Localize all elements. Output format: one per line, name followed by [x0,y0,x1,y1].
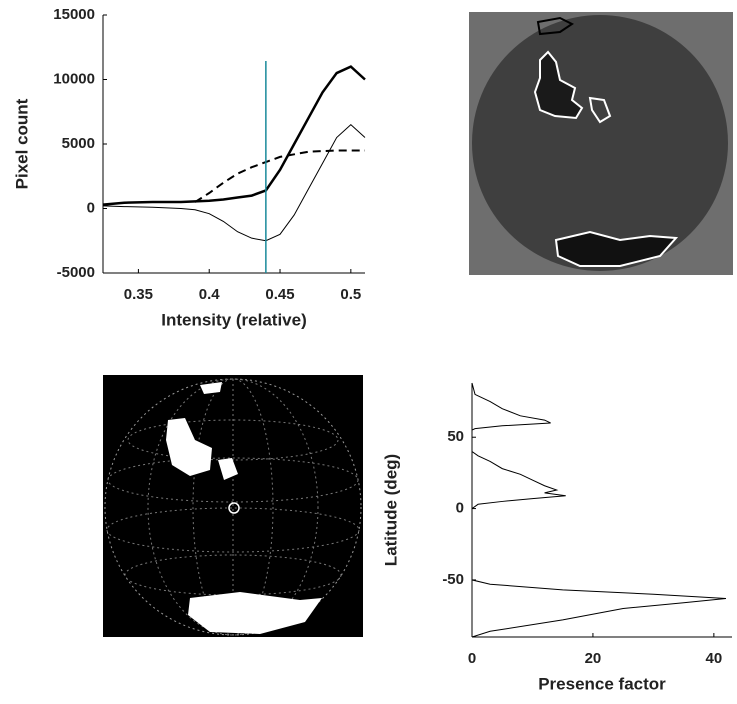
x-tick-label: 0.35 [124,286,153,303]
y-tick-label: -50 [442,571,464,588]
solar-disk [472,15,728,271]
sphere-image [103,375,363,637]
parallel [127,419,339,461]
patch [218,458,238,480]
y-tick-label: 0 [87,199,95,216]
x-tick-label: 0.45 [265,286,294,303]
data-line [194,149,365,203]
y-tick-label: -5000 [57,264,95,281]
data-line [102,123,366,242]
x-axis-label: Intensity (relative) [161,310,307,329]
x-tick-label: 0 [468,650,476,667]
x-tick-label: 0.4 [199,286,221,303]
parallel [124,554,342,596]
data-line [102,65,366,206]
x-tick-label: 40 [706,650,723,667]
x-axis-label: Presence factor [538,674,666,693]
patch [166,418,212,476]
patch [200,382,222,394]
y-tick-label: 5000 [62,135,95,152]
contour [536,16,574,36]
patch [188,592,322,634]
y-tick-label: 10000 [53,70,95,87]
contour [533,50,584,120]
y-tick-label: 15000 [53,6,95,23]
contour [554,230,679,267]
x-tick-label: 0.5 [340,286,361,303]
data-line [471,382,727,638]
contour [588,96,612,124]
parallel [106,507,360,553]
parallel [107,457,359,503]
marker-circle [228,502,240,514]
y-axis-label: Latitude (deg) [381,454,400,566]
y-axis-label: Pixel count [12,98,31,189]
y-tick-label: 50 [447,428,464,445]
x-tick-label: 20 [585,650,602,667]
disk-image [469,12,733,275]
y-tick-label: 0 [456,500,464,517]
